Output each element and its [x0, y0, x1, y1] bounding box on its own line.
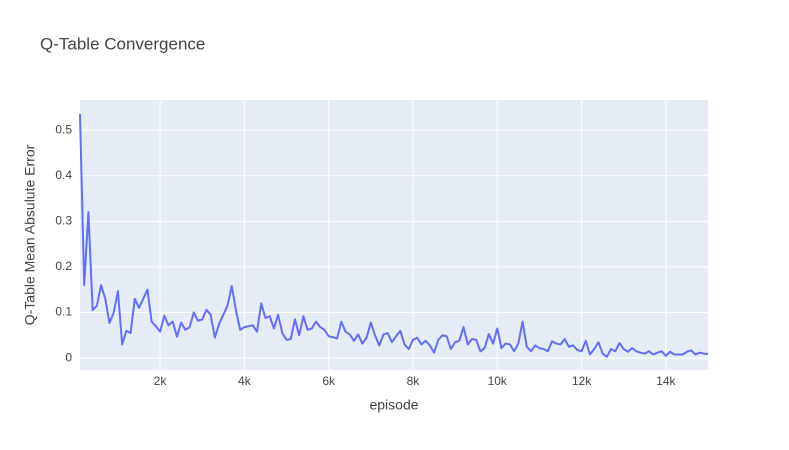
y-tick-label: 0.5	[55, 122, 72, 136]
x-tick-label: 10k	[488, 374, 508, 388]
line-series	[79, 114, 709, 358]
x-tick-label: 2k	[154, 374, 168, 388]
plot-area	[80, 100, 708, 370]
y-tick-label: 0	[65, 350, 72, 364]
x-tick-label: 8k	[407, 374, 421, 388]
x-tick-label: 12k	[572, 374, 592, 388]
y-axis-label: Q-Table Mean Absulute Error	[22, 144, 38, 325]
y-tick-label: 0.4	[55, 168, 72, 182]
y-tick-label: 0.2	[55, 259, 72, 273]
x-tick-label: 4k	[238, 374, 252, 388]
x-tick-label: 14k	[656, 374, 676, 388]
x-axis-label: episode	[369, 397, 418, 413]
chart-title: Q-Table Convergence	[40, 34, 205, 53]
y-tick-label: 0.3	[55, 213, 72, 227]
y-tick-label: 0.1	[55, 305, 72, 319]
x-tick-label: 6k	[322, 374, 336, 388]
